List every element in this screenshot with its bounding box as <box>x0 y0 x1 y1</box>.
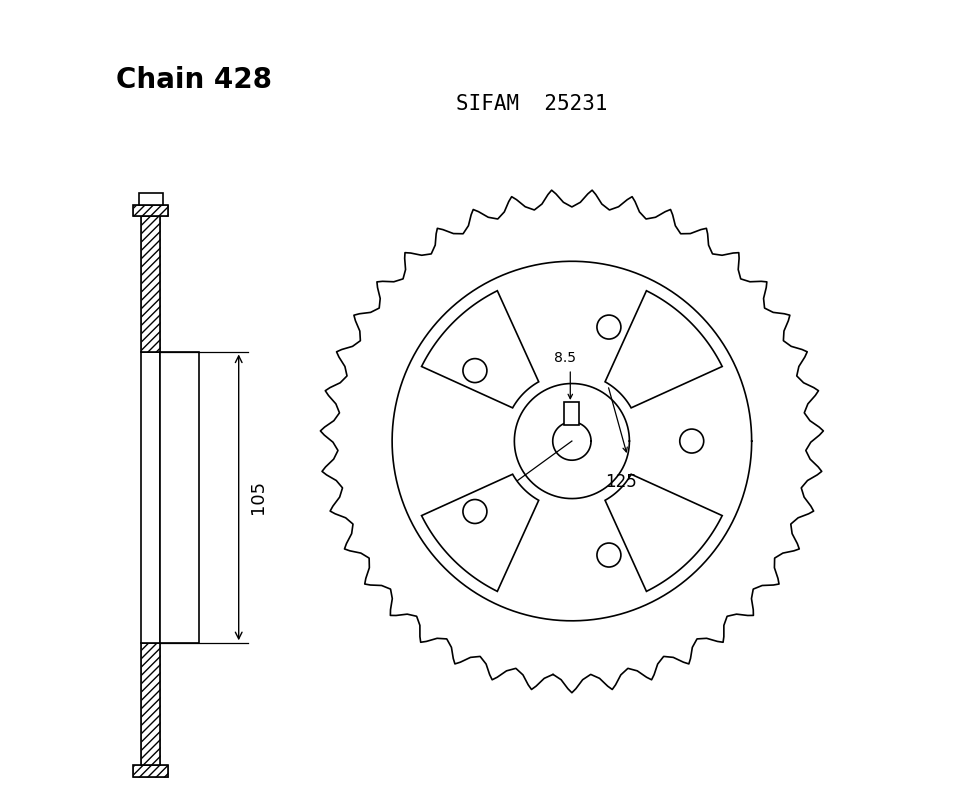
Bar <box>141 216 160 352</box>
Bar <box>141 643 160 765</box>
Text: SIFAM  25231: SIFAM 25231 <box>456 93 608 114</box>
Circle shape <box>463 359 487 383</box>
Text: 125: 125 <box>606 473 637 491</box>
Polygon shape <box>605 291 722 407</box>
Bar <box>133 205 168 216</box>
Bar <box>138 193 163 205</box>
Bar <box>141 352 160 643</box>
Bar <box>133 205 168 216</box>
Polygon shape <box>421 475 539 591</box>
Text: Chain 428: Chain 428 <box>116 66 273 94</box>
Text: 8.5: 8.5 <box>555 351 577 365</box>
Bar <box>141 643 160 765</box>
Circle shape <box>463 499 487 523</box>
Circle shape <box>597 315 621 339</box>
Circle shape <box>680 429 704 453</box>
Bar <box>133 765 168 777</box>
Bar <box>141 216 160 352</box>
Text: 105: 105 <box>249 480 267 515</box>
Circle shape <box>597 543 621 567</box>
Polygon shape <box>421 291 539 407</box>
Polygon shape <box>605 475 722 591</box>
Bar <box>133 765 168 777</box>
Bar <box>564 403 580 425</box>
Bar <box>160 352 199 643</box>
